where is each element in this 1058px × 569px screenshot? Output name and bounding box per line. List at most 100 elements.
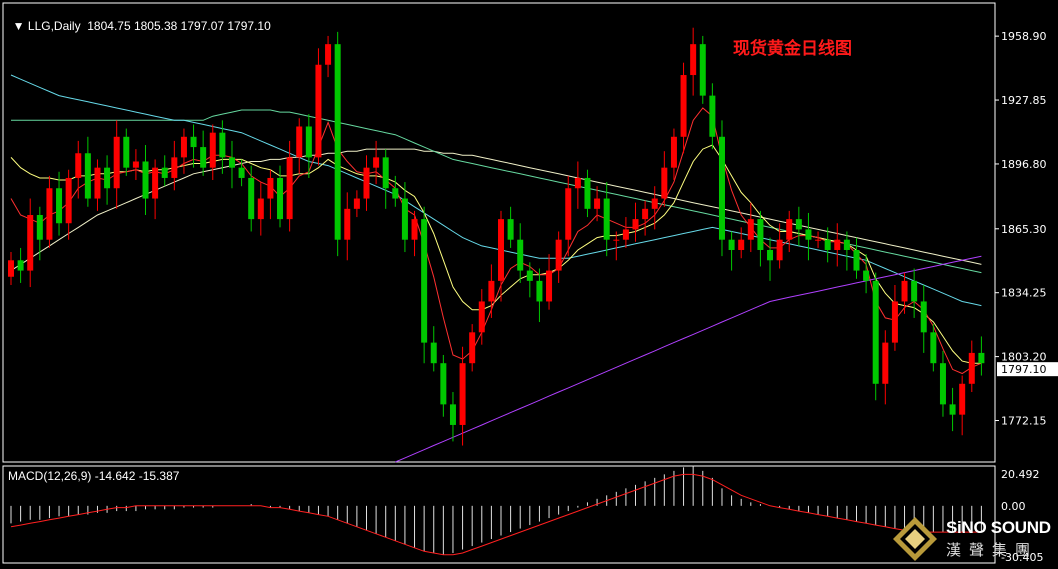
candle-down bbox=[526, 270, 533, 281]
price-tick-label: 1803.20 bbox=[1001, 351, 1047, 364]
candle-up bbox=[661, 167, 668, 199]
candle-down bbox=[949, 404, 956, 415]
candle-down bbox=[228, 157, 235, 168]
candle-up bbox=[613, 239, 620, 241]
candle-down bbox=[728, 239, 735, 250]
candle-up bbox=[478, 301, 485, 333]
macd-label: MACD(12,26,9) -14.642 -15.387 bbox=[8, 469, 180, 483]
candle-down bbox=[382, 157, 389, 189]
candle-down bbox=[190, 136, 197, 148]
candle-up bbox=[747, 219, 754, 240]
candle-up bbox=[901, 280, 908, 302]
candle-down bbox=[56, 188, 63, 224]
macd-signal-line bbox=[10, 473, 982, 556]
macd-panel-border bbox=[2, 465, 996, 564]
candle-down bbox=[123, 136, 130, 168]
candle-down bbox=[584, 177, 591, 209]
candle-down bbox=[939, 363, 946, 405]
candle-down bbox=[161, 167, 168, 178]
candle-up bbox=[565, 188, 572, 240]
candle-down bbox=[536, 280, 543, 302]
macd-tick-label: -30.405 bbox=[1001, 551, 1043, 564]
candle-up bbox=[113, 136, 120, 189]
candle-up bbox=[786, 219, 793, 240]
symbol-header: ▼ LLG,Daily 1804.75 1805.38 1797.07 1797… bbox=[6, 5, 271, 33]
candle-down bbox=[17, 260, 24, 271]
candle-up bbox=[690, 44, 697, 76]
candle-up bbox=[325, 44, 332, 65]
candle-up bbox=[959, 383, 966, 415]
candle-down bbox=[104, 167, 111, 189]
candle-up bbox=[209, 132, 216, 168]
candle-down bbox=[930, 332, 937, 364]
candle-down bbox=[853, 249, 860, 271]
candle-down bbox=[757, 219, 764, 250]
candle-down bbox=[392, 188, 399, 199]
candle-up bbox=[498, 219, 504, 281]
candle-up bbox=[373, 157, 380, 168]
candle-up bbox=[459, 363, 466, 425]
candle-down bbox=[978, 352, 985, 364]
candle-up bbox=[363, 167, 370, 199]
price-axis: 1958.90 1927.85 1896.80 1865.30 1834.25 1803.… bbox=[995, 30, 1058, 428]
ma-purple-line bbox=[395, 255, 982, 463]
candle-up bbox=[27, 215, 34, 271]
candle-down bbox=[84, 153, 91, 199]
candle-down bbox=[421, 219, 428, 343]
candle-up bbox=[651, 198, 658, 209]
candle-up bbox=[670, 136, 677, 168]
candle-up bbox=[267, 177, 274, 199]
price-tick-label: 1865.30 bbox=[1001, 223, 1047, 236]
candle-up bbox=[680, 75, 687, 137]
candle-up bbox=[642, 208, 649, 220]
sinosound-logo: SiNO SOUND 漢聲集團 bbox=[890, 514, 1058, 566]
price-tick-label: 1772.15 bbox=[1001, 415, 1047, 428]
candle-down bbox=[334, 44, 341, 240]
chart-title: 现货黄金日线图 bbox=[733, 39, 852, 59]
candle-up bbox=[546, 270, 553, 302]
macd-tick-label: 20.492 bbox=[1001, 468, 1040, 481]
candle-up bbox=[8, 260, 14, 277]
candle-up bbox=[65, 177, 72, 224]
candlestick-series bbox=[8, 27, 985, 446]
candle-down bbox=[699, 44, 706, 96]
dropdown-triangle-icon[interactable]: ▼ bbox=[12, 19, 28, 33]
ohlc-values: 1804.75 1805.38 1797.07 1797.10 bbox=[87, 19, 271, 33]
candle-up bbox=[411, 219, 418, 240]
candle-up bbox=[469, 332, 476, 364]
candle-down bbox=[430, 342, 437, 364]
candle-up bbox=[632, 219, 639, 230]
candle-up bbox=[315, 64, 322, 158]
candle-down bbox=[805, 229, 812, 240]
candle-down bbox=[200, 147, 207, 168]
candle-up bbox=[555, 239, 562, 271]
ma-cyan-line bbox=[10, 74, 982, 307]
candle-down bbox=[277, 177, 284, 220]
candle-down bbox=[872, 280, 879, 384]
candle-down bbox=[517, 239, 524, 271]
candle-up bbox=[622, 229, 629, 240]
candle-down bbox=[219, 132, 226, 158]
candle-up bbox=[94, 167, 101, 199]
price-tick-label: 1896.80 bbox=[1001, 158, 1047, 171]
candle-up bbox=[344, 208, 351, 240]
candle-up bbox=[353, 198, 360, 209]
candle-down bbox=[795, 219, 802, 230]
candle-up bbox=[891, 301, 898, 343]
candle-up bbox=[152, 167, 159, 199]
candle-up bbox=[257, 198, 264, 220]
logo-text-en: SiNO SOUND bbox=[946, 518, 1051, 537]
candle-down bbox=[401, 198, 408, 240]
macd-tick-label: 0.00 bbox=[1001, 500, 1026, 513]
candle-up bbox=[594, 198, 601, 209]
candle-down bbox=[238, 167, 245, 178]
candle-up bbox=[180, 136, 187, 158]
ma-white-line bbox=[10, 148, 982, 272]
candle-down bbox=[142, 161, 149, 199]
price-tick-label: 1927.85 bbox=[1001, 94, 1047, 107]
candle-up bbox=[776, 239, 783, 261]
candle-up bbox=[46, 188, 53, 240]
macd-panel: 20.492 0.00 -30.405 bbox=[10, 465, 1043, 564]
candle-up bbox=[132, 161, 139, 168]
